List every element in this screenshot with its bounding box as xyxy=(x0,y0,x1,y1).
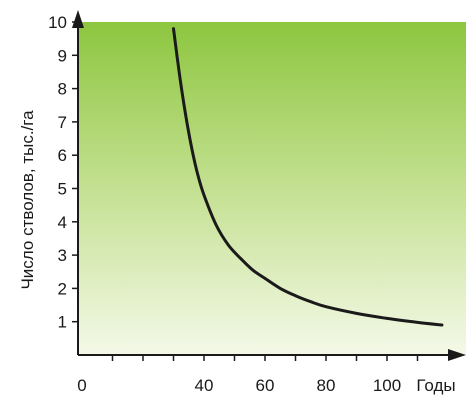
x-tick-label: 100 xyxy=(373,376,401,395)
y-tick-label: 9 xyxy=(58,46,67,65)
y-tick-label: 8 xyxy=(58,80,67,99)
x-ticks: 0 40 60 80 100 Годы xyxy=(77,355,456,395)
x-tick-label: 40 xyxy=(195,376,214,395)
x-axis-title: Годы xyxy=(416,376,455,395)
series-line xyxy=(172,27,444,327)
x-axis-arrow xyxy=(448,349,466,361)
series-layer xyxy=(172,27,444,327)
y-ticks: 1 2 3 4 5 6 7 8 9 10 xyxy=(48,13,78,332)
x-tick-label: 80 xyxy=(317,376,336,395)
y-tick-label: 4 xyxy=(58,213,67,232)
y-axis-arrow xyxy=(72,10,84,28)
y-tick-label: 3 xyxy=(58,246,67,265)
plot-background xyxy=(78,22,466,355)
y-tick-label: 7 xyxy=(58,113,67,132)
y-tick-label: 10 xyxy=(48,13,67,32)
y-tick-label: 2 xyxy=(58,279,67,298)
x-tick-label: 0 xyxy=(77,376,86,395)
y-tick-label: 6 xyxy=(58,146,67,165)
y-axis-title: Число стволов, тыс./га xyxy=(18,110,37,290)
y-tick-label: 1 xyxy=(58,313,67,332)
x-tick-label: 60 xyxy=(256,376,275,395)
y-tick-label: 5 xyxy=(58,180,67,199)
